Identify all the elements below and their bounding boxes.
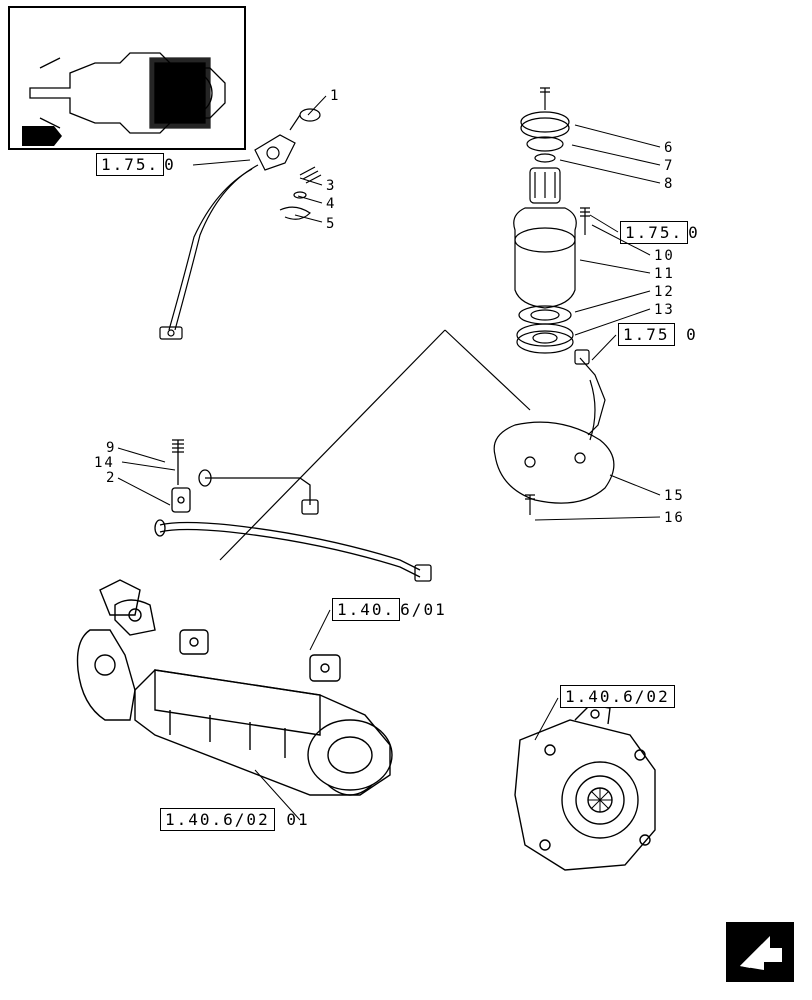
ref-box: 1.40.6/02: [160, 808, 275, 831]
callout-3: 3: [326, 178, 336, 194]
callout-13: 13: [654, 302, 675, 318]
ref-box: 1.40.: [332, 598, 400, 621]
callout-9: 9: [106, 440, 116, 456]
callout-14: 14: [94, 455, 115, 471]
callout-15: 15: [664, 488, 685, 504]
ref-box: 1.40.6/02: [560, 685, 675, 708]
callout-1: 1: [330, 88, 340, 104]
callout-7: 7: [664, 158, 674, 174]
ref-label-1-75-0-b: 1.75.0: [620, 223, 700, 242]
ref-label-1-40-6-01: 1.40.6/01: [332, 600, 447, 619]
ref-box: 1.75: [618, 323, 675, 346]
callout-12: 12: [654, 284, 675, 300]
ref-box: 1.75.: [96, 153, 164, 176]
ref-label-1-75-0-a: 1.75.0: [96, 155, 176, 174]
ref-label-1-75-0-c: 1.75 0: [618, 325, 698, 344]
callout-4: 4: [326, 196, 336, 212]
callout-8: 8: [664, 176, 674, 192]
hose-connector-sketch: [120, 95, 350, 355]
ref-label-1-40-6-02-b: 1.40.6/02: [560, 687, 675, 706]
callout-16: 16: [664, 510, 685, 526]
ref-label-1-40-6-02-01: 1.40.6/02 01: [160, 810, 310, 829]
callout-5: 5: [326, 216, 336, 232]
callout-10: 10: [654, 248, 675, 264]
callout-11: 11: [654, 266, 675, 282]
callout-6: 6: [664, 140, 674, 156]
page-arrow-icon: [726, 922, 794, 982]
hub-carrier: [480, 700, 710, 900]
callout-2: 2: [106, 470, 116, 486]
ref-box: 1.75.: [620, 221, 688, 244]
